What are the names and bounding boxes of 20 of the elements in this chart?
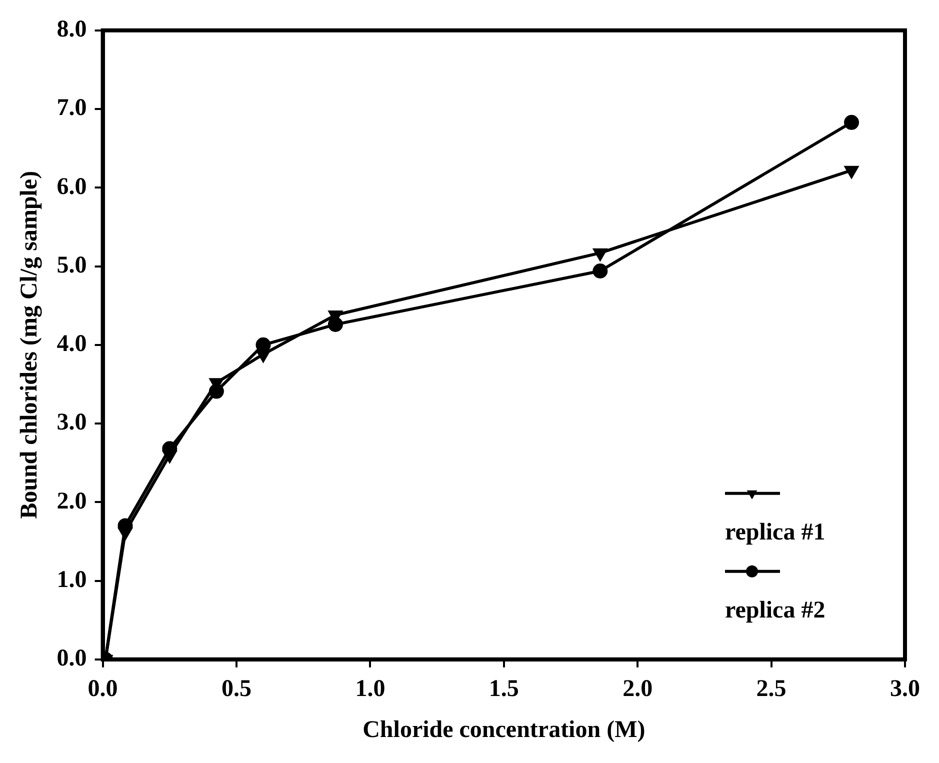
x-axis-title: Chloride concentration (M) <box>362 716 646 743</box>
y-tick-label: 2.0 <box>56 488 87 514</box>
x-tick-label: 2.5 <box>756 676 786 702</box>
x-tick-label: 1.5 <box>488 676 519 702</box>
legend-label: replica #1 <box>725 520 826 546</box>
y-tick-label: 6.0 <box>56 174 87 200</box>
x-tick-label: 1.0 <box>355 676 386 702</box>
x-tick-label: 3.0 <box>890 676 920 702</box>
y-tick-label: 7.0 <box>56 95 87 122</box>
y-tick-label: 5.0 <box>56 252 87 278</box>
x-tick-label: 0.0 <box>88 676 118 702</box>
y-tick-label: 3.0 <box>56 410 87 436</box>
x-tick-label: 0.5 <box>222 676 252 702</box>
x-tick-label: 2.0 <box>622 676 653 702</box>
legend-label: replica #2 <box>725 598 826 624</box>
y-tick-label: 8.0 <box>56 16 87 43</box>
y-tick-label: 1.0 <box>56 566 87 593</box>
y-axis-title: Bound chlorides (mg Cl/g sample) <box>16 170 43 519</box>
y-tick-label: 0.0 <box>56 646 87 672</box>
y-tick-label: 4.0 <box>56 331 87 358</box>
